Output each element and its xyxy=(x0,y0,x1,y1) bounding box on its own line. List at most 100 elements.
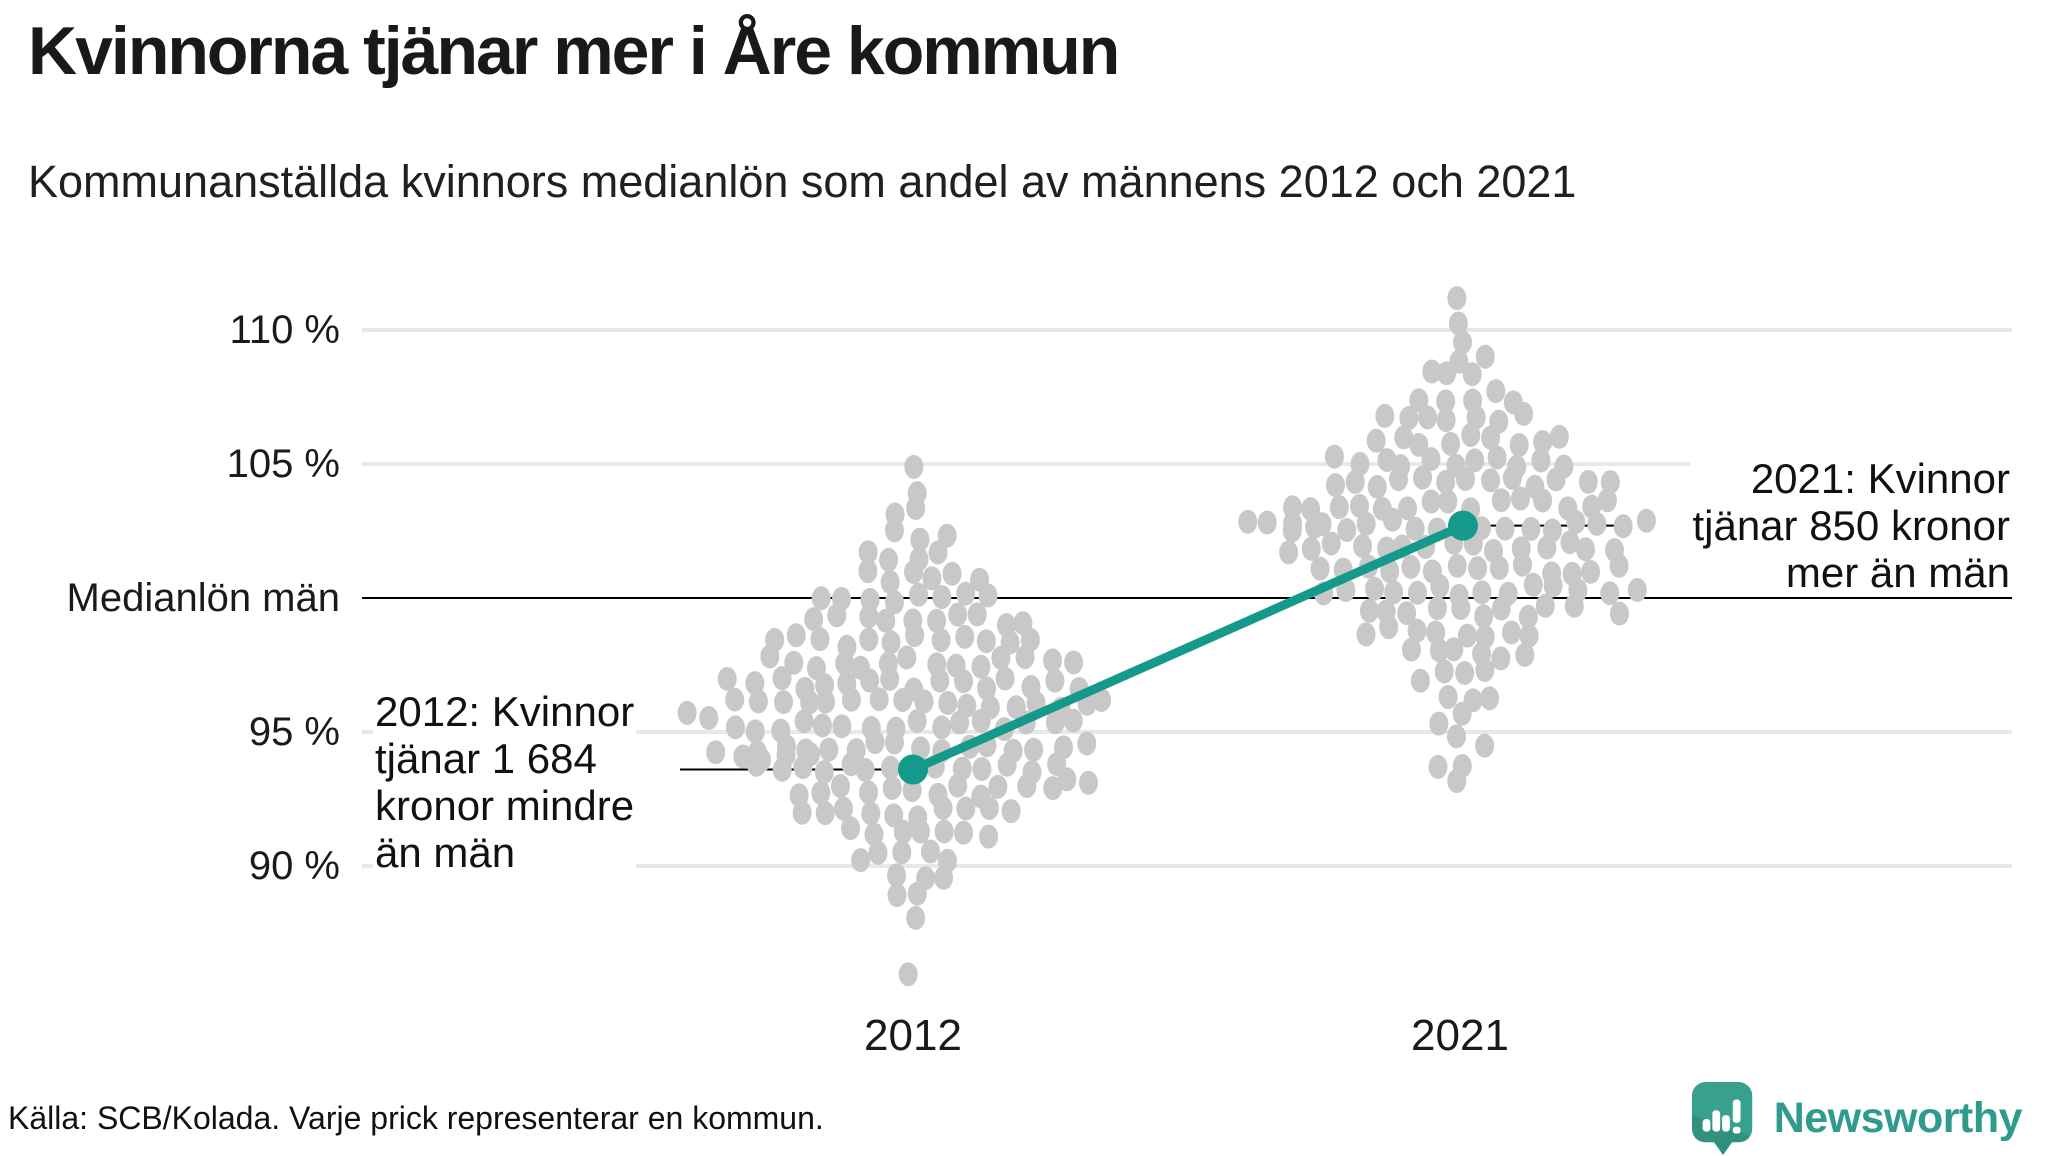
municipality-dot xyxy=(717,666,737,691)
municipality-dot xyxy=(1356,511,1376,536)
municipality-dot xyxy=(972,757,992,782)
highlight-dot-2012 xyxy=(898,754,928,785)
municipality-dot xyxy=(910,527,930,552)
municipality-dot xyxy=(1491,488,1511,513)
municipality-dot xyxy=(934,819,954,844)
municipality-dot xyxy=(1587,511,1607,536)
municipality-dot xyxy=(914,689,934,714)
municipality-dot xyxy=(1421,489,1441,514)
municipality-dot xyxy=(772,666,792,691)
municipality-dot xyxy=(1045,710,1065,735)
municipality-dot xyxy=(922,566,942,591)
municipality-dot xyxy=(1409,388,1429,413)
municipality-dot xyxy=(1455,661,1475,686)
newsworthy-wordmark: Newsworthy xyxy=(1773,1093,2023,1142)
municipality-dot xyxy=(948,602,968,627)
municipality-dot xyxy=(859,780,879,805)
municipality-dot xyxy=(893,819,913,844)
municipality-dot xyxy=(1389,467,1409,492)
municipality-dot xyxy=(1613,514,1633,539)
municipality-dot xyxy=(1428,754,1448,779)
municipality-dot xyxy=(1401,554,1421,579)
municipality-dot xyxy=(1441,431,1461,456)
municipality-dot xyxy=(725,715,745,740)
municipality-dot xyxy=(814,759,834,784)
municipality-dot xyxy=(827,603,847,628)
municipality-dot xyxy=(956,581,976,606)
municipality-dot xyxy=(1575,537,1595,562)
municipality-dot xyxy=(1257,510,1277,535)
municipality-dot xyxy=(1446,724,1466,749)
municipality-dot xyxy=(1519,623,1539,648)
municipality-dot xyxy=(1566,509,1586,534)
municipality-dot xyxy=(784,650,804,675)
municipality-dot xyxy=(1636,508,1656,533)
annotation-2021-line3: mer än män xyxy=(1690,549,2012,596)
municipality-dot xyxy=(1448,311,1468,336)
municipality-dot xyxy=(1465,448,1485,473)
municipality-dot xyxy=(865,730,885,755)
municipality-dot xyxy=(1436,408,1456,433)
municipality-dot xyxy=(1418,405,1438,430)
municipality-dot xyxy=(800,690,820,715)
municipality-dot xyxy=(1405,516,1425,541)
municipality-dot xyxy=(1024,737,1044,762)
municipality-dot xyxy=(971,654,991,679)
municipality-dot xyxy=(931,628,951,653)
municipality-dot xyxy=(752,747,772,772)
municipality-dot xyxy=(1537,535,1557,560)
municipality-dot xyxy=(1325,473,1345,498)
municipality-dot xyxy=(978,583,998,608)
municipality-dot xyxy=(1447,553,1467,578)
annotation-2021-line2: tjänar 850 kronor xyxy=(1690,502,2012,549)
municipality-dot xyxy=(1043,776,1063,801)
municipality-dot xyxy=(884,803,904,828)
municipality-dot xyxy=(1564,593,1584,618)
municipality-dot xyxy=(851,848,871,873)
municipality-dot xyxy=(1549,424,1569,449)
municipality-dot xyxy=(1436,389,1456,414)
municipality-dot xyxy=(902,778,922,803)
municipality-dot xyxy=(1375,403,1395,428)
municipality-dot xyxy=(897,645,917,670)
municipality-dot xyxy=(885,590,905,615)
municipality-dot xyxy=(1543,573,1563,598)
municipality-dot xyxy=(1609,601,1629,626)
municipality-dot xyxy=(832,714,852,739)
municipality-dot xyxy=(1078,770,1098,795)
municipality-dot xyxy=(1366,428,1386,453)
municipality-dot xyxy=(811,586,831,611)
municipality-dot xyxy=(1430,574,1450,599)
municipality-dot xyxy=(904,454,924,479)
municipality-dot xyxy=(948,773,968,798)
municipality-dot xyxy=(1283,511,1303,536)
municipality-dot xyxy=(699,706,719,731)
municipality-dot xyxy=(774,690,794,715)
municipality-dot xyxy=(819,737,839,762)
municipality-dot xyxy=(930,668,950,693)
municipality-dot xyxy=(1512,552,1532,577)
municipality-dot xyxy=(1457,623,1477,648)
municipality-dot xyxy=(1480,686,1500,711)
municipality-dot xyxy=(1609,553,1629,578)
municipality-dot xyxy=(1475,733,1495,758)
municipality-dot xyxy=(869,687,889,712)
municipality-dot xyxy=(1305,514,1325,539)
newsworthy-icon xyxy=(1691,1082,1752,1155)
municipality-dot xyxy=(1407,618,1427,643)
municipality-dot xyxy=(1462,362,1482,387)
municipality-dot xyxy=(928,540,948,565)
municipality-dot xyxy=(1472,580,1492,605)
annotation-2012-line2: tjänar 1 684 xyxy=(373,735,637,782)
municipality-dot xyxy=(745,719,765,744)
municipality-dot xyxy=(1429,711,1449,736)
municipality-dot xyxy=(1365,576,1385,601)
annotation-2021-line1: 2021: Kvinnor xyxy=(1690,455,2012,502)
municipality-dot xyxy=(1398,496,1418,521)
municipality-dot xyxy=(880,570,900,595)
municipality-dot xyxy=(879,547,899,572)
municipality-dot xyxy=(920,839,940,864)
municipality-dot xyxy=(861,801,881,826)
municipality-dot xyxy=(927,608,947,633)
xaxis-label-2012: 2012 xyxy=(864,1011,962,1060)
